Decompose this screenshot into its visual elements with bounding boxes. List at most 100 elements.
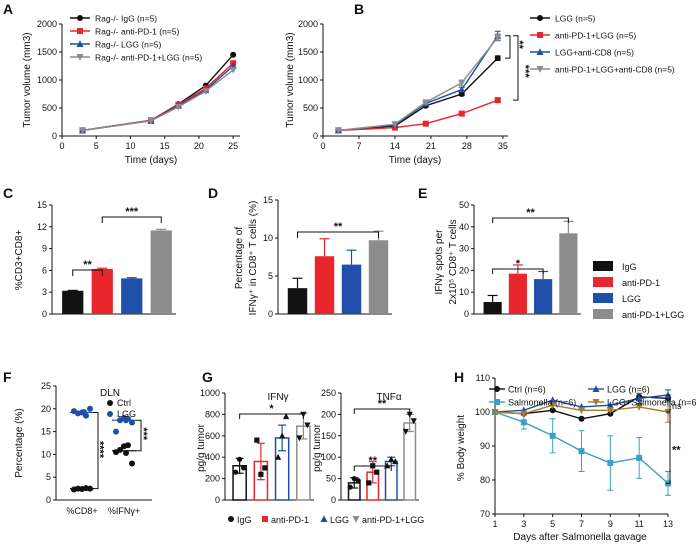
y-tick-label: 9 [42, 244, 47, 254]
data-point [384, 462, 391, 469]
y-tick-label: 1500 [298, 47, 318, 57]
legend-label: IgG [622, 262, 637, 272]
legend-label: Ctrl [117, 398, 131, 408]
data-point [351, 476, 357, 482]
legend-swatch [593, 277, 613, 287]
significance-label: ** [526, 207, 535, 219]
legend-label: LGG [117, 409, 136, 419]
data-point [79, 127, 87, 135]
bar [341, 264, 362, 314]
y-tick-label: 0 [268, 309, 273, 319]
y-tick-label: 400 [205, 452, 220, 462]
x-tick-label: 11 [634, 519, 643, 529]
y-axis-label: IFNγ spots per [434, 229, 445, 295]
significance-label: *** [125, 206, 139, 218]
data-point [458, 79, 466, 87]
y-axis-label: %CD3+CD8+ [14, 230, 25, 291]
data-point [147, 117, 155, 125]
data-point [391, 121, 399, 129]
legend-marker [536, 48, 544, 55]
panel-letter: D [208, 185, 218, 201]
legend-label: Rag-/- anti-PD-1+LGG (n=5) [95, 53, 202, 63]
series-line [338, 99, 498, 132]
legend-marker [320, 515, 328, 522]
x-tick-label: 0 [320, 141, 325, 151]
data-point [129, 419, 135, 426]
legend-marker [76, 40, 84, 47]
significance-label: * [516, 258, 521, 270]
bar [314, 256, 335, 314]
y-tick-label: 20 [459, 265, 469, 275]
series-line [82, 65, 234, 132]
legend-marker [76, 54, 84, 61]
x-tick-label: %IFNγ+ [108, 506, 140, 516]
y-tick-label: 10 [459, 287, 469, 297]
significance-label: *** [137, 427, 149, 441]
data-point [174, 103, 182, 111]
panel-letter: H [454, 369, 464, 385]
data-point [549, 407, 556, 414]
significance-bracket [492, 268, 544, 274]
legend-label: LGG+Salmonella (n=6) [607, 398, 696, 408]
legend-swatch [593, 293, 613, 303]
x-tick-label: %CD8+ [66, 506, 97, 516]
y-tick-label: 15 [41, 427, 51, 437]
y-tick-label: 10 [263, 233, 273, 243]
chart-title: IFNγ [267, 392, 288, 403]
legend-marker [77, 28, 83, 34]
chart-title: DLN [100, 388, 120, 399]
data-point [549, 432, 556, 439]
x-tick-label: 21 [426, 141, 436, 151]
y-axis-label: IFNγ⁺ in CD8⁺ T cells (%) [248, 201, 259, 316]
series-line [82, 54, 234, 132]
bar [483, 302, 502, 314]
data-point [202, 88, 210, 95]
x-tick-label: 5 [550, 519, 555, 529]
x-tick-label: 35 [498, 141, 508, 151]
data-point [388, 455, 395, 462]
data-point [347, 484, 353, 490]
significance-label: ** [378, 398, 387, 410]
y-tick-label: 25 [41, 381, 51, 391]
y-tick-label: 100 [475, 407, 490, 417]
x-tick-label: 1 [492, 519, 497, 529]
legend-swatch [593, 261, 613, 271]
data-point [406, 411, 413, 418]
bar [150, 230, 172, 314]
data-point [129, 460, 135, 467]
series-line [338, 35, 499, 132]
y-tick-label: 500 [303, 103, 318, 113]
significance-label: ** [513, 40, 525, 49]
data-point [422, 99, 430, 107]
panel-letter: G [202, 369, 213, 385]
significance-bracket [505, 35, 511, 59]
bar [368, 240, 389, 314]
legend-label: LGG [622, 294, 641, 304]
legend-marker [494, 386, 500, 392]
data-point [578, 448, 585, 455]
data-point [549, 396, 557, 404]
data-point [230, 51, 237, 58]
series-line [338, 37, 499, 132]
y-tick-label: 110 [476, 373, 490, 383]
data-point [87, 405, 93, 412]
y-axis-label: Percentage of [234, 227, 245, 289]
data-point [237, 456, 243, 462]
y-tick-label: 5 [268, 271, 273, 281]
data-point [233, 469, 239, 475]
panel-letter: B [354, 1, 364, 17]
legend-label: Salmonella (n=6) [508, 398, 576, 408]
data-point [458, 85, 466, 93]
data-point [279, 432, 286, 439]
significance-bracket [136, 419, 142, 452]
significance-label: *** [519, 65, 531, 79]
series-line [82, 69, 234, 132]
legend-marker [537, 32, 543, 38]
data-point [578, 415, 585, 422]
bar [534, 279, 553, 314]
data-point [578, 407, 585, 415]
bar [508, 273, 527, 314]
data-point [366, 480, 372, 486]
y-tick-label: 70 [480, 509, 490, 519]
y-tick-label: 20 [41, 404, 51, 414]
